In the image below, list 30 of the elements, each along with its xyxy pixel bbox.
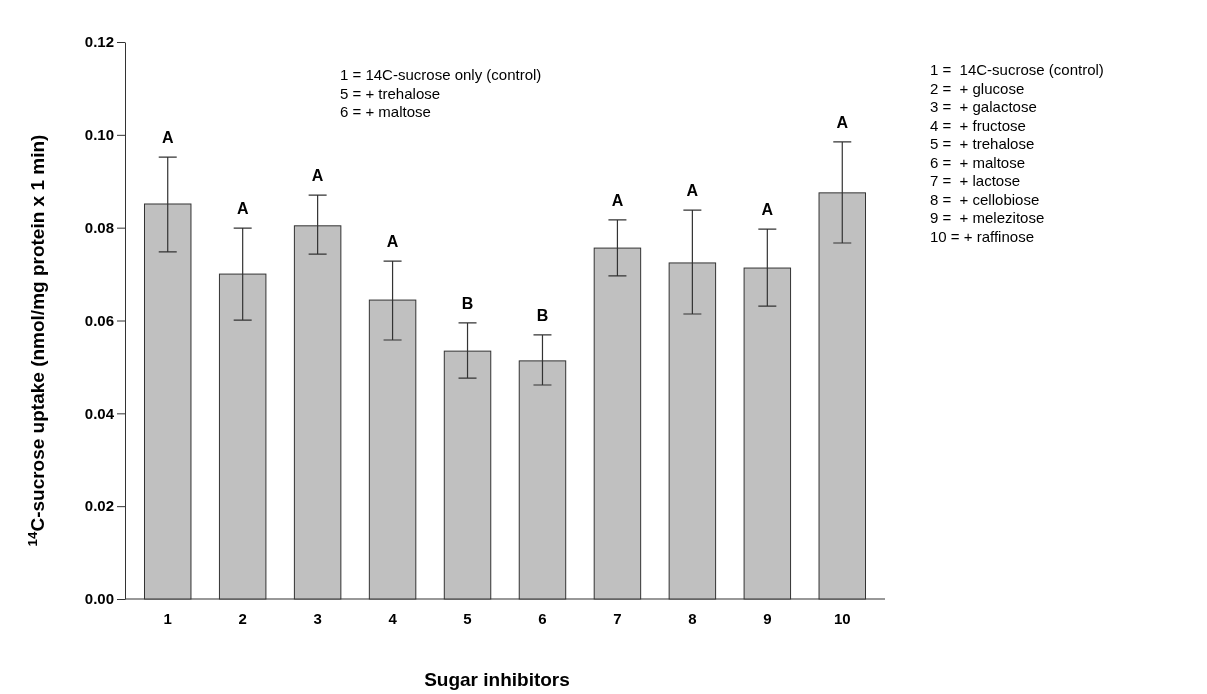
x-tick-label: 5 (463, 609, 472, 627)
y-tick-label: 0.04 (84, 404, 115, 422)
y-tick-label: 0.12 (84, 33, 114, 51)
x-tick-label: 2 (238, 609, 247, 627)
x-tick-label: 4 (388, 609, 398, 627)
annotation: A (836, 113, 849, 131)
annotation: A (611, 191, 624, 209)
x-tick-label: 8 (688, 609, 697, 627)
x-tick-label: 7 (613, 609, 622, 627)
x-axis-title: Sugar inhibitors (424, 669, 570, 690)
x-tick-label: 6 (538, 609, 547, 627)
y-tick-label: 0.02 (84, 497, 114, 515)
text: 1 = 14C-sucrose (control) 2 = + glucose 3 = + galactose 4 = + fructose 5 = + trehalose 6 = + maltose 7 = + lactose 8 = + cellobiose 9 = + melezitose 10 = + raffinose (930, 61, 1104, 245)
y-tick-label: 0.08 (84, 218, 114, 236)
annotation: A (236, 200, 249, 218)
annotation: A (311, 167, 324, 185)
y-tick-label: 0.00 (84, 590, 114, 608)
x-tick-label: 10 (833, 609, 851, 627)
y-tick-label: 0.10 (84, 126, 114, 144)
annotation: 1 = 14C-sucrose only (control) 5 = + trehalose 6 = + maltose (340, 66, 542, 120)
annotation: A (386, 233, 399, 251)
annotation: A (161, 129, 174, 147)
annotation: A (686, 182, 699, 200)
x-tick-label: 9 (763, 609, 772, 627)
x-tick-label: 1 (163, 609, 172, 627)
y-tick-label: 0.06 (84, 311, 114, 329)
annotation: B (461, 294, 474, 312)
annotation: B (536, 306, 549, 324)
x-tick-label: 3 (313, 609, 322, 627)
annotation: A (761, 201, 774, 219)
